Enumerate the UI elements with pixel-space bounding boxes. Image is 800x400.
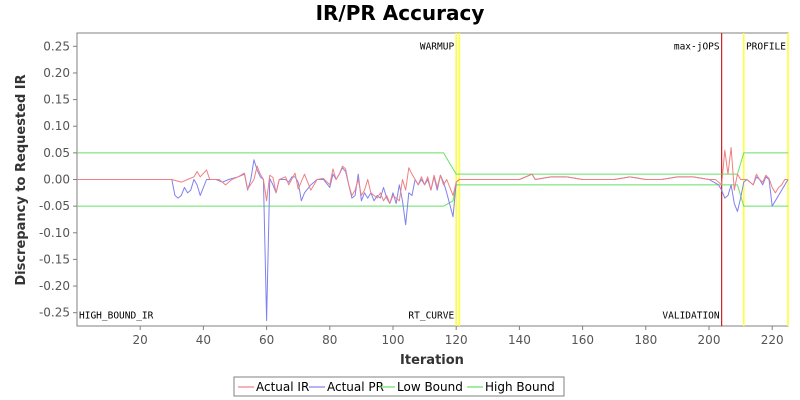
y-tick-label: 0.05 [43, 146, 70, 160]
series-lines [77, 147, 789, 322]
x-tick-label: 40 [196, 333, 211, 347]
series-line-actual-ir [77, 147, 788, 204]
legend-label: High Bound [485, 380, 555, 394]
x-axis-title: Iteration [400, 353, 464, 368]
axis-ticks: 20 40 60 80 100 120 140 160 180 200 220 0.25 0.20 0.1… [39, 39, 784, 347]
legend: Actual IR Actual PR Low Bound High Bound [233, 376, 565, 397]
series-line-low-bound [77, 184, 788, 207]
y-tick-label: -0.25 [39, 306, 70, 320]
x-tick-label: 80 [322, 333, 337, 347]
x-tick-label: 140 [508, 333, 531, 347]
legend-box [233, 376, 565, 397]
y-tick-label: -0.10 [39, 226, 70, 240]
y-tick-label: 0.10 [43, 119, 70, 133]
legend-label: Low Bound [397, 380, 463, 394]
y-tick-label: 0.25 [43, 39, 70, 53]
y-tick-label: 0.20 [43, 66, 70, 80]
annotation-profile: PROFILE [746, 41, 786, 52]
y-tick-label: -0.05 [39, 199, 70, 213]
x-tick-label: 160 [571, 333, 594, 347]
y-tick-label: -0.20 [39, 279, 70, 293]
annotation-warmup: WARMUP [420, 41, 455, 52]
x-tick-label: 200 [698, 333, 721, 347]
y-tick-label: -0.15 [39, 252, 70, 266]
annotations: WARMUP max-jOPS PROFILE HIGH_BOUND_IR RT_CUR… [79, 41, 786, 321]
y-tick-label: 0.15 [43, 93, 70, 107]
x-tick-label: 220 [761, 333, 784, 347]
annotation-high-bound-ir: HIGH_BOUND_IR [79, 310, 154, 321]
plot-area [76, 32, 789, 327]
y-axis-title: Discrepancy to Requested IR [14, 74, 29, 285]
chart-title: IR/PR Accuracy [316, 1, 485, 25]
legend-label: Actual IR [256, 380, 309, 394]
annotation-rt-curve: RT_CURVE [408, 310, 454, 321]
x-tick-label: 120 [445, 333, 468, 347]
legend-label: Actual PR [327, 380, 384, 394]
x-tick-label: 180 [634, 333, 657, 347]
annotation-validation: VALIDATION [662, 310, 719, 321]
series-line-high-bound [77, 152, 788, 175]
y-tick-label: 0.00 [43, 173, 70, 187]
x-tick-label: 100 [382, 333, 405, 347]
x-tick-label: 20 [133, 333, 148, 347]
x-tick-label: 60 [259, 333, 274, 347]
annotation-max-jops: max-jOPS [674, 41, 720, 52]
